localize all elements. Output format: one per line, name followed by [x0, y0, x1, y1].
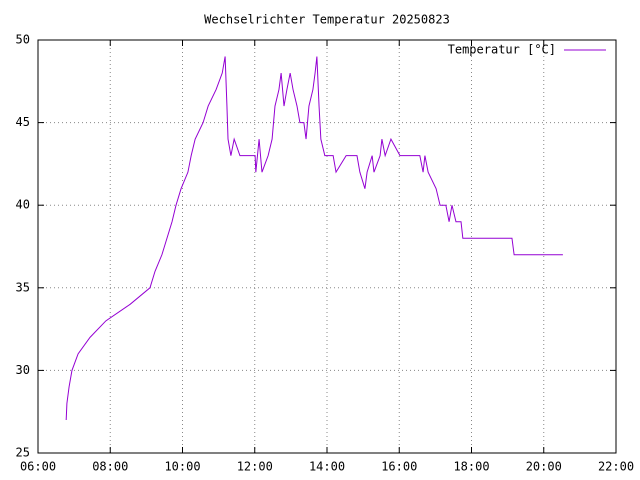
- plot-border: [37, 39, 617, 454]
- x-tick-label: 06:00: [20, 460, 56, 474]
- x-tick-label: 18:00: [453, 460, 489, 474]
- x-tick-label: 16:00: [381, 460, 417, 474]
- x-tick-label: 12:00: [237, 460, 273, 474]
- x-tick-label: 22:00: [598, 460, 634, 474]
- y-tick-label: 40: [16, 198, 30, 212]
- legend-label: Temperatur [°C]: [448, 43, 556, 57]
- y-tick-label: 50: [16, 33, 30, 47]
- data-line: [65, 56, 563, 420]
- y-tick-label: 25: [16, 446, 30, 460]
- x-tick-label: 08:00: [92, 460, 128, 474]
- y-tick-label: 35: [16, 280, 30, 294]
- x-tick-label: 14:00: [309, 460, 345, 474]
- y-tick-label: 30: [16, 363, 30, 377]
- x-tick-label: 20:00: [526, 460, 562, 474]
- y-tick-label: 45: [16, 115, 30, 129]
- chart-title: Wechselrichter Temperatur 20250823: [204, 13, 450, 27]
- x-tick-label: 10:00: [164, 460, 200, 474]
